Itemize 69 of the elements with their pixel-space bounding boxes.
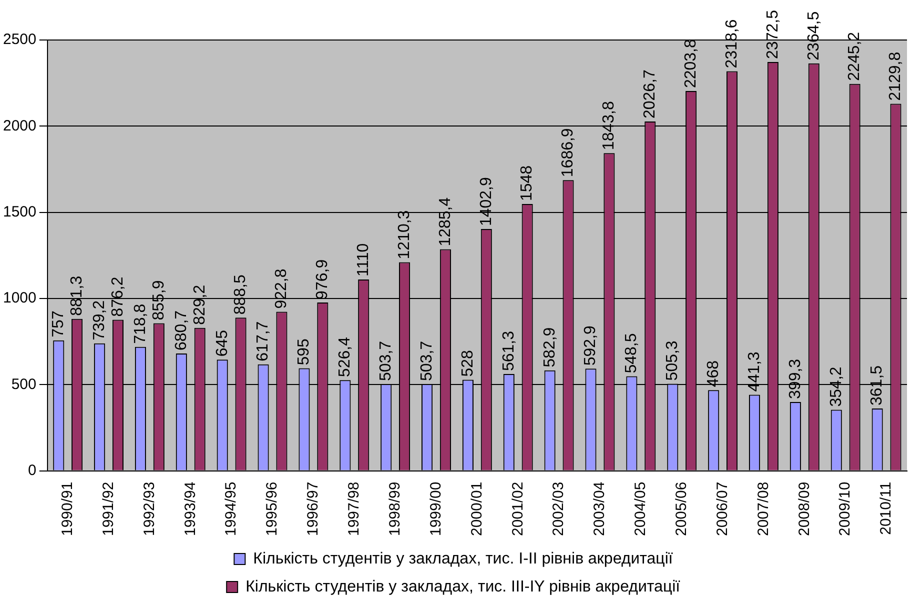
x-tick-label: 2005/06: [673, 482, 690, 536]
x-tick-label: 2000/01: [468, 482, 486, 536]
data-label: 829,2: [191, 284, 208, 325]
data-label: 468: [704, 360, 722, 388]
data-label: 1402,9: [478, 177, 495, 226]
x-tick-label: 1992/93: [140, 482, 158, 536]
x-tick-label: 2007/08: [754, 482, 772, 536]
data-label: 528: [459, 350, 476, 377]
data-label: 1686,9: [560, 128, 577, 178]
data-label: 739,2: [90, 300, 108, 340]
y-tick-label: 2500: [2, 31, 36, 48]
data-label: 1285,4: [436, 197, 454, 246]
data-label: 595: [296, 338, 313, 366]
data-label: 680,7: [172, 310, 190, 350]
data-label: 922,8: [273, 268, 290, 309]
data-label: 645: [214, 330, 231, 357]
x-tick-label: 2003/04: [591, 482, 608, 536]
y-tick-label: 500: [11, 376, 36, 393]
x-tick-label: 1997/98: [346, 482, 363, 536]
data-label: 1548: [518, 165, 536, 202]
x-tick-label: 1991/92: [100, 482, 117, 536]
data-label: 2372,5: [764, 10, 782, 59]
data-label: 441,3: [746, 352, 763, 392]
data-label: 526,4: [336, 336, 354, 378]
x-tick-label: 1994/95: [222, 482, 240, 536]
x-tick-label: 1996/97: [304, 482, 322, 536]
data-label: 503,7: [378, 340, 395, 381]
legend-label: Кількість студентів у закладах, тис. III-IY рівнів акредитації: [246, 578, 681, 596]
data-label: 757: [50, 310, 68, 338]
y-tick-label: 1000: [2, 290, 36, 307]
x-tick-label: 2006/07: [714, 482, 731, 536]
x-tick-label: 1995/96: [264, 482, 281, 536]
data-label: 888,5: [232, 274, 250, 315]
data-label: 582,9: [541, 327, 558, 368]
y-tick-label: 2000: [2, 117, 36, 134]
data-label: 361,5: [868, 365, 886, 406]
x-tick-label: 2010/11: [878, 482, 895, 535]
data-label: 2026,7: [642, 70, 659, 119]
y-tick-label: 1500: [2, 203, 36, 220]
x-tick-label: 2009/10: [836, 482, 854, 536]
data-label: 2318,6: [723, 19, 740, 68]
data-label: 1110: [354, 243, 372, 277]
x-tick-label: 1998/99: [386, 482, 404, 536]
data-label: 548,5: [623, 333, 640, 374]
legend-label: Кількість студентів у закладах, тис. I-II рівнів акредитації: [253, 550, 674, 568]
data-label: 503,7: [418, 340, 436, 381]
data-label: 718,8: [132, 304, 149, 344]
x-tick-label: 2001/02: [509, 482, 526, 536]
data-label: 976,9: [314, 259, 332, 300]
data-label: 876,2: [109, 276, 126, 317]
data-label: 505,3: [664, 340, 682, 381]
data-label: 2364,5: [805, 11, 822, 60]
y-tick-label: 0: [28, 462, 36, 479]
x-tick-label: 2004/05: [632, 482, 650, 536]
data-label: 561,3: [500, 330, 518, 372]
data-label: 399,3: [786, 358, 804, 399]
data-label: 2129,8: [887, 52, 904, 101]
data-label: 354,2: [828, 366, 845, 407]
data-label: 2245,2: [846, 32, 864, 81]
data-label: 2203,8: [682, 39, 700, 88]
data-label: 881,3: [68, 276, 86, 316]
x-tick-label: 2002/03: [550, 482, 568, 536]
x-tick-label: 1993/94: [182, 482, 199, 536]
x-tick-label: 1999/00: [427, 482, 444, 536]
data-label: 855,9: [150, 280, 168, 320]
data-label: 617,7: [254, 321, 272, 362]
x-tick-label: 1990/91: [58, 482, 76, 536]
x-tick-label: 2008/09: [796, 482, 813, 536]
data-label: 592,9: [582, 325, 600, 366]
